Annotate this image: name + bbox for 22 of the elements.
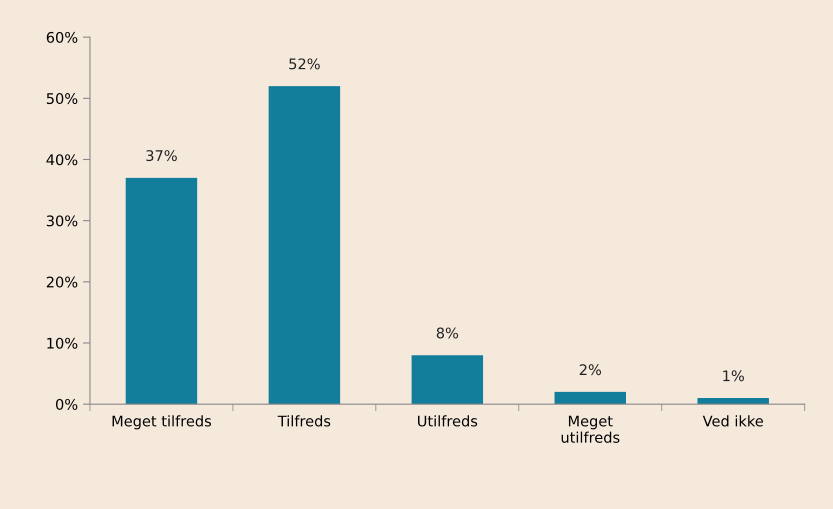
y-tick-label: 60% — [46, 32, 78, 43]
x-tick-label: Ved ikke — [702, 415, 763, 427]
data-label: 37% — [146, 150, 177, 162]
bar — [697, 398, 769, 404]
bar — [268, 86, 340, 404]
bar — [554, 392, 626, 404]
data-label: 1% — [723, 370, 744, 382]
data-label: 8% — [436, 327, 458, 338]
data-label: 2% — [580, 364, 602, 376]
x-tick-label: Meget tilfreds — [112, 415, 212, 430]
data-label: 52% — [289, 58, 320, 70]
bar — [412, 355, 484, 404]
x-tick-label: Tilfreds — [278, 415, 330, 427]
y-tick-label: 50% — [46, 93, 78, 104]
y-tick-label: 0% — [56, 398, 78, 410]
y-tick-label: 30% — [46, 215, 78, 226]
y-tick-label: 20% — [46, 276, 78, 288]
x-tick-label: Meget utilfreds — [562, 416, 620, 443]
y-tick-label: 40% — [46, 154, 78, 166]
bar — [126, 178, 198, 404]
x-tick-label: Utilfreds — [418, 415, 478, 427]
y-tick-label: 10% — [47, 338, 78, 349]
